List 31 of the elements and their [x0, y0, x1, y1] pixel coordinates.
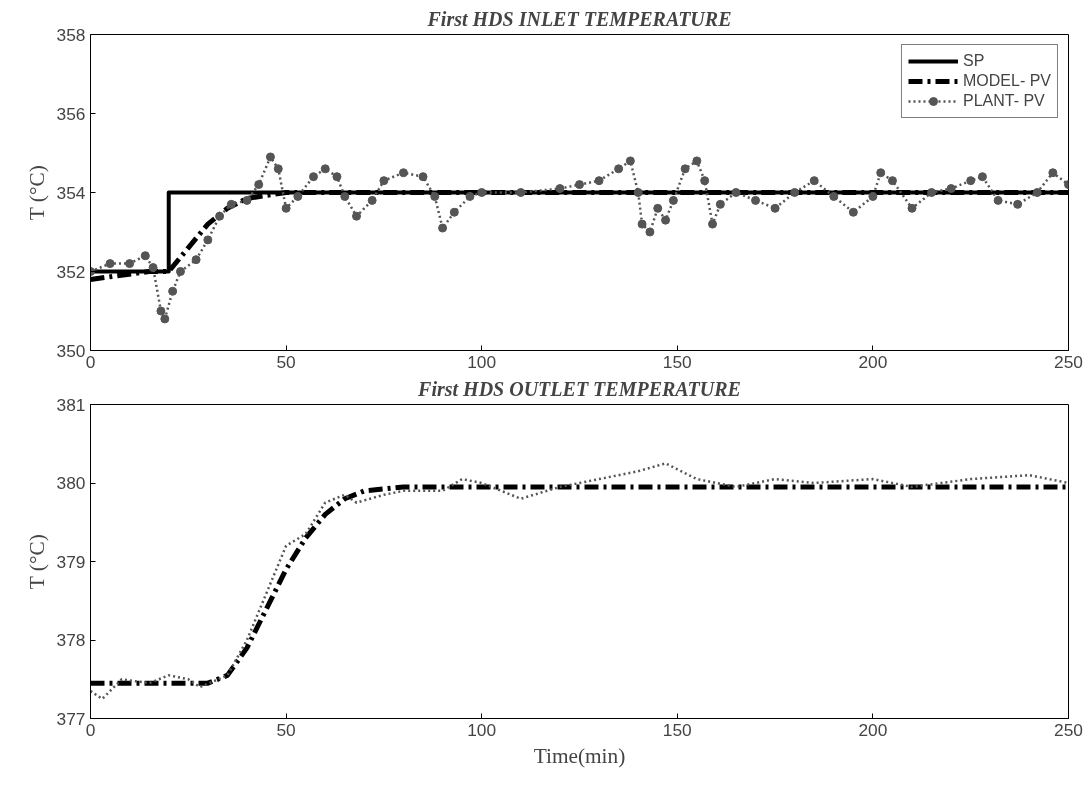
x-tick-label: 100 [467, 351, 497, 372]
x-tick-label: 50 [276, 351, 296, 372]
y-tick-label: 378 [56, 630, 86, 650]
y-tick-label: 356 [56, 103, 86, 124]
y-tick-label: 358 [56, 24, 86, 45]
line-series [90, 462, 1069, 701]
y-tick-label: 354 [56, 182, 86, 203]
x-tick-label: 200 [858, 351, 888, 372]
legend-label: PLANT- PV [962, 92, 1045, 110]
y-tick-label: 350 [56, 340, 86, 361]
x-tick-label: 0 [85, 351, 96, 372]
y-axis-title: T (°C) [24, 165, 49, 221]
x-tick-label: 200 [858, 719, 888, 740]
x-tick-label: 150 [662, 719, 692, 740]
y-tick-label: 381 [56, 394, 86, 415]
chart-title: First HDS OUTLET TEMPERATURE [417, 377, 741, 400]
y-tick-label: 379 [56, 551, 86, 572]
x-tick-label: 250 [1054, 351, 1083, 372]
y-tick-label: 352 [56, 261, 86, 282]
x-tick-label: 100 [467, 719, 497, 740]
legend-label: SP [962, 52, 985, 70]
x-tick-label: 150 [662, 351, 692, 372]
x-axis-title: Time(min) [533, 743, 626, 768]
x-tick-label: 250 [1054, 719, 1083, 740]
legend-label: MODEL- PV [962, 72, 1051, 90]
y-axis-title: T (°C) [24, 534, 49, 590]
y-tick-label: 377 [56, 708, 86, 729]
x-tick-label: 50 [276, 719, 296, 740]
chart-title: First HDS INLET TEMPERATURE [426, 7, 732, 30]
x-tick-label: 0 [85, 719, 96, 740]
y-tick-label: 380 [56, 473, 86, 493]
